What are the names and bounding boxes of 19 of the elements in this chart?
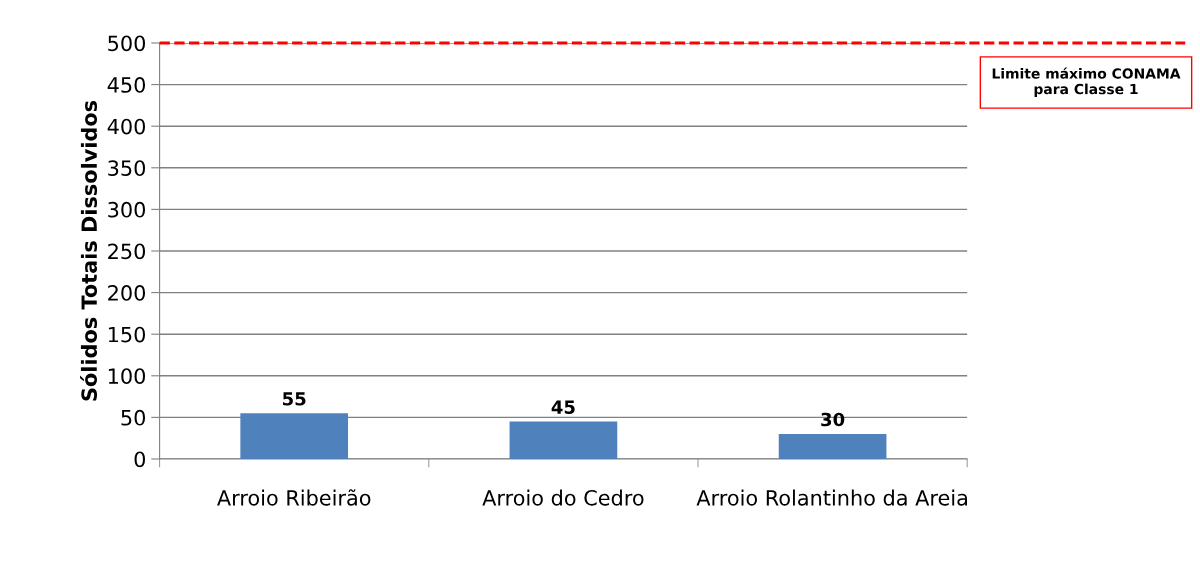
y-tick-label: 350 xyxy=(108,160,146,176)
y-tick-label: 300 xyxy=(108,201,146,218)
data-label: 55 xyxy=(283,392,306,406)
x-tick-label: Arroio do Cedro xyxy=(482,489,644,506)
y-tick-label: 100 xyxy=(108,368,146,384)
x-tick-label: Arroio Ribeirão xyxy=(217,489,371,506)
y-tick-label: 250 xyxy=(108,243,146,260)
y-tick-label: 50 xyxy=(121,409,146,426)
data-label: 45 xyxy=(551,400,575,414)
y-tick-label: 0 xyxy=(134,451,146,468)
y-tick-label: 450 xyxy=(107,77,146,93)
y-tick-label: 150 xyxy=(108,326,146,343)
y-tick-label: 200 xyxy=(108,285,146,301)
ref-line-label: Limite máximo CONAMA para Classe 1 xyxy=(992,67,1181,97)
y-axis-title: Sólidos Totais Dissolvidos xyxy=(80,100,98,401)
y-tick-label: 500 xyxy=(108,35,146,52)
y-tick-label: 400 xyxy=(107,118,146,135)
x-tick-label: Arroio Rolantinho da Areia xyxy=(696,489,967,506)
data-label: 30 xyxy=(821,412,845,427)
